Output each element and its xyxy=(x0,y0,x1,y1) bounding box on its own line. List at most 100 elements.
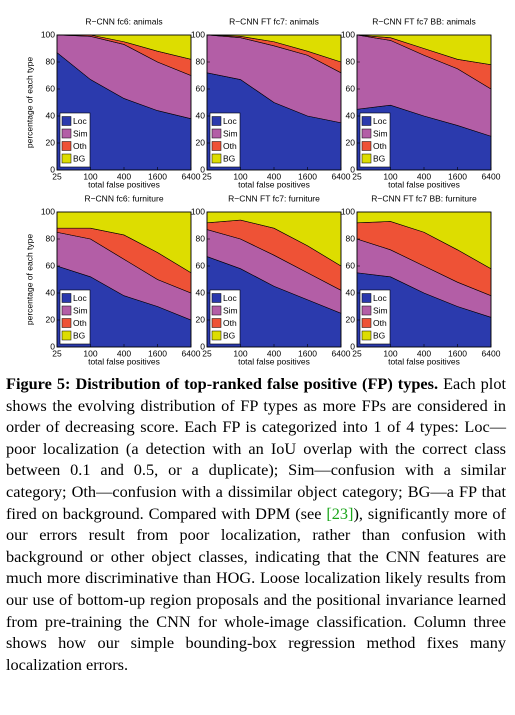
x-axis-label: total false positives xyxy=(238,179,310,189)
legend-swatch xyxy=(361,116,372,126)
x-tick-label: 1600 xyxy=(298,171,317,181)
legend-label: Sim xyxy=(73,128,88,138)
x-tick-label: 1600 xyxy=(298,348,317,358)
x-tick-label: 25 xyxy=(52,348,62,358)
y-tick-label: 100 xyxy=(41,29,55,39)
y-tick-label: 60 xyxy=(46,260,56,270)
x-tick-label: 6400 xyxy=(482,348,501,358)
legend-swatch xyxy=(361,141,372,151)
legend-label: Oth xyxy=(373,141,387,151)
legend-label: Loc xyxy=(373,116,387,126)
y-tick-label: 0 xyxy=(50,341,55,351)
y-tick-label: 100 xyxy=(41,206,55,216)
legend-swatch xyxy=(211,318,222,328)
y-tick-label: 60 xyxy=(46,83,56,93)
legend-label: Loc xyxy=(223,116,237,126)
x-tick-label: 6400 xyxy=(182,171,201,181)
x-axis-label: total false positives xyxy=(388,179,460,189)
legend-label: Oth xyxy=(223,141,237,151)
y-tick-label: 20 xyxy=(346,314,356,324)
legend-label: Sim xyxy=(223,128,238,138)
caption: Figure 5: Distribution of top-ranked fal… xyxy=(6,373,506,675)
legend-swatch xyxy=(61,318,72,328)
y-axis-label: percentage of each type xyxy=(24,234,34,325)
legend-label: Oth xyxy=(373,318,387,328)
y-tick-label: 20 xyxy=(46,314,56,324)
y-tick-label: 80 xyxy=(196,56,206,66)
legend-label: Oth xyxy=(223,318,237,328)
legend-swatch xyxy=(361,330,372,341)
x-tick-label: 1600 xyxy=(148,348,167,358)
x-tick-label: 400 xyxy=(417,171,431,181)
x-tick-label: 25 xyxy=(202,348,212,358)
legend-swatch xyxy=(61,330,72,341)
legend-swatch xyxy=(61,141,72,151)
caption-text: ), significantly more of our errors resu… xyxy=(6,503,506,674)
legend-swatch xyxy=(361,293,372,303)
legend-swatch xyxy=(211,141,222,151)
x-tick-label: 100 xyxy=(233,348,247,358)
y-tick-label: 40 xyxy=(196,287,206,297)
y-tick-label: 0 xyxy=(200,341,205,351)
y-tick-label: 0 xyxy=(200,164,205,174)
x-tick-label: 25 xyxy=(352,171,362,181)
x-tick-label: 100 xyxy=(383,348,397,358)
legend-label: BG xyxy=(73,330,85,340)
legend-swatch xyxy=(211,116,222,126)
legend-swatch xyxy=(211,305,222,316)
x-tick-label: 400 xyxy=(267,171,281,181)
chart-title: R−CNN fc6: furniture xyxy=(84,193,163,203)
legend-swatch xyxy=(361,305,372,316)
legend-label: BG xyxy=(373,330,385,340)
legend-swatch xyxy=(361,318,372,328)
chart-title: R−CNN FT fc7: animals xyxy=(229,16,319,26)
legend-label: Sim xyxy=(373,128,388,138)
legend-label: Sim xyxy=(223,305,238,315)
y-tick-label: 40 xyxy=(46,110,56,120)
legend-swatch xyxy=(211,128,222,139)
legend-swatch xyxy=(361,128,372,139)
x-tick-label: 400 xyxy=(267,348,281,358)
legend-swatch xyxy=(211,293,222,303)
y-tick-label: 40 xyxy=(46,287,56,297)
x-tick-label: 25 xyxy=(352,348,362,358)
legend-label: Oth xyxy=(73,141,87,151)
x-tick-label: 6400 xyxy=(332,171,351,181)
y-tick-label: 80 xyxy=(46,56,56,66)
x-tick-label: 6400 xyxy=(332,348,351,358)
x-tick-label: 1600 xyxy=(148,171,167,181)
x-tick-label: 25 xyxy=(52,171,62,181)
x-tick-label: 400 xyxy=(117,348,131,358)
legend-swatch xyxy=(61,128,72,139)
legend-swatch xyxy=(61,153,72,164)
y-tick-label: 60 xyxy=(346,260,356,270)
y-tick-label: 20 xyxy=(196,314,206,324)
y-tick-label: 0 xyxy=(350,341,355,351)
chart-title: R−CNN FT fc7: furniture xyxy=(228,193,320,203)
legend-label: Oth xyxy=(73,318,87,328)
legend-label: Loc xyxy=(373,293,387,303)
legend-label: BG xyxy=(373,153,385,163)
y-tick-label: 0 xyxy=(50,164,55,174)
caption-text: Each plot shows the evolving distributio… xyxy=(6,374,506,523)
x-tick-label: 25 xyxy=(202,171,212,181)
y-tick-label: 20 xyxy=(346,137,356,147)
x-axis-label: total false positives xyxy=(238,356,310,366)
legend-label: Loc xyxy=(73,116,87,126)
y-tick-label: 60 xyxy=(346,83,356,93)
legend-label: BG xyxy=(223,153,235,163)
x-tick-label: 1600 xyxy=(448,348,467,358)
x-tick-label: 100 xyxy=(233,171,247,181)
legend-label: Sim xyxy=(73,305,88,315)
y-tick-label: 80 xyxy=(196,233,206,243)
y-tick-label: 0 xyxy=(350,164,355,174)
y-tick-label: 80 xyxy=(346,56,356,66)
y-tick-label: 40 xyxy=(346,110,356,120)
y-tick-label: 20 xyxy=(196,137,206,147)
legend-label: Loc xyxy=(73,293,87,303)
citation[interactable]: [23] xyxy=(326,503,354,523)
y-tick-label: 100 xyxy=(341,29,355,39)
x-axis-label: total false positives xyxy=(388,356,460,366)
